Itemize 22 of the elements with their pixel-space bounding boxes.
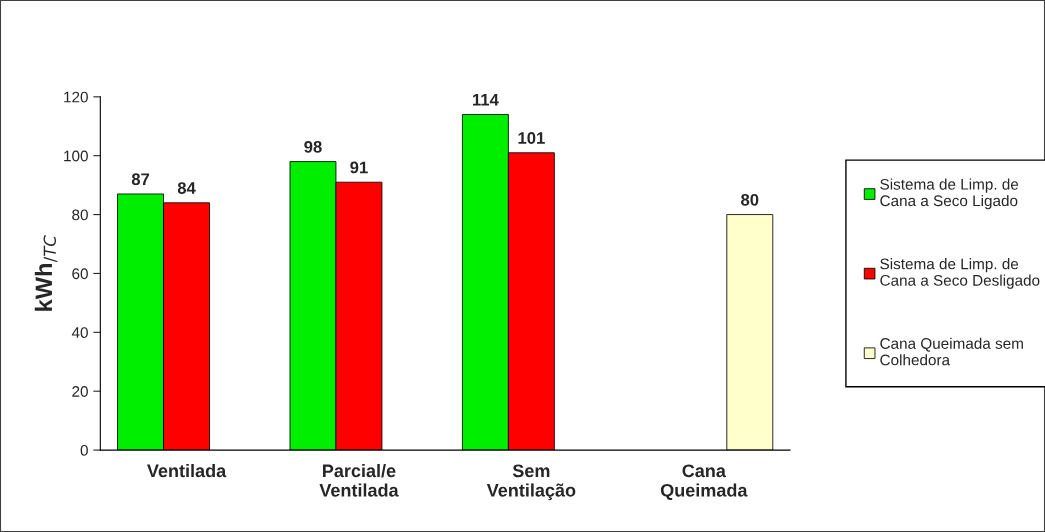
y-tick-label: 80: [72, 209, 88, 221]
x-tick-label: Parcial/e Ventilada: [319, 463, 399, 497]
data-label: 87: [131, 173, 150, 186]
data-label: 114: [473, 94, 499, 106]
x-tick-label: Ventilada: [147, 463, 227, 478]
y-tick-label: 40: [71, 327, 88, 339]
y-tick-label: 60: [72, 268, 88, 280]
y-tick-label: 120: [64, 91, 88, 103]
data-label: 80: [741, 193, 759, 206]
y-tick-label: 100: [64, 150, 88, 162]
data-label: 101: [518, 132, 545, 144]
y-axis-title: kWh$_{/TC}$: [34, 235, 58, 311]
data-label: 84: [177, 182, 196, 194]
y-tick-label: 0: [80, 444, 88, 456]
x-tick-label: Cana Queimada: [660, 464, 748, 501]
data-label: 91: [350, 161, 368, 174]
y-tick-label: 20: [72, 386, 88, 397]
data-label: 98: [304, 140, 322, 153]
x-tick-label: Sem Ventilação: [486, 464, 576, 501]
legend-label: Sistema de Limp. de Cana a Seco Desligado: [880, 258, 1040, 289]
legend-label: Sistema de Limp. de Cana a Seco Ligado: [880, 178, 1019, 210]
legend-label: Cana Queimada sem Colhedora: [880, 337, 1023, 366]
